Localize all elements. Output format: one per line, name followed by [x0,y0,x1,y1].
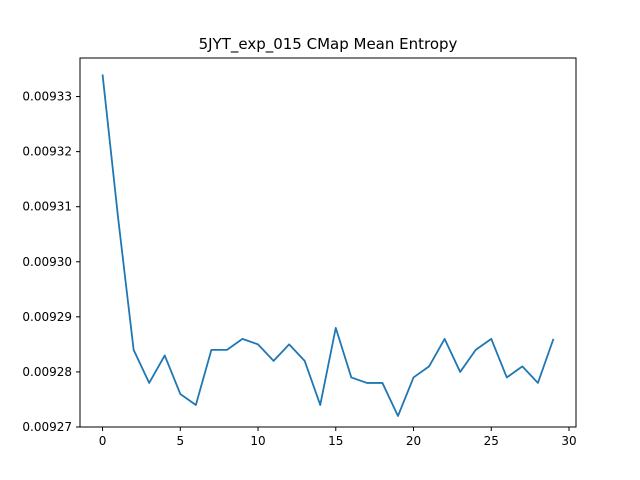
x-tick-label: 10 [250,434,265,448]
y-tick-label: 0.00933 [22,90,72,104]
y-tick-label: 0.00928 [22,365,72,379]
x-tick-label: 30 [561,434,576,448]
y-axis: 0.00927 0.00928 0.00929 0.00930 0.00931 0.009… [22,90,80,434]
y-tick-label: 0.00932 [22,145,72,159]
series-line [101,74,555,417]
x-tick-label: 25 [484,434,499,448]
y-tick-label: 0.00929 [22,310,72,324]
x-tick-label: 15 [328,434,343,448]
chart-title: 5JYT_exp_015 CMap Mean Entropy [199,35,458,54]
x-axis: 0 5 10 15 20 25 30 [99,427,577,448]
y-tick-label: 0.00930 [22,255,72,269]
x-tick-label: 5 [176,434,184,448]
plot-lines [101,74,555,417]
y-tick-label: 0.00927 [22,420,72,434]
y-tick-label: 0.00931 [22,200,72,214]
plot-frame [79,57,577,428]
x-tick-label: 20 [406,434,421,448]
x-tick-label: 0 [99,434,107,448]
